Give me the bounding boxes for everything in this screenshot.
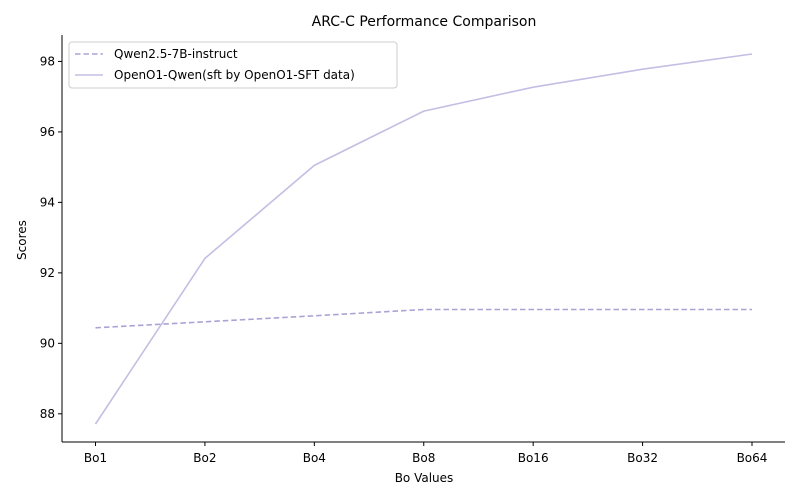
series-line-2: [96, 54, 753, 424]
y-axis-label: Scores: [15, 220, 29, 260]
legend-label: OpenO1-Qwen(sft by OpenO1-SFT data): [114, 68, 355, 82]
series-line-1: [96, 310, 753, 328]
y-tick-label: 88: [40, 407, 55, 421]
legend: Qwen2.5-7B-instruct OpenO1-Qwen(sft by Op…: [69, 42, 397, 88]
x-tick-label: Bo16: [518, 451, 549, 465]
x-tick-label: Bo8: [412, 451, 435, 465]
x-tick-label: Bo64: [737, 451, 768, 465]
x-tick-label: Bo2: [193, 451, 216, 465]
x-tick-label: Bo32: [627, 451, 658, 465]
y-tick-label: 98: [40, 54, 55, 68]
axes: 88 90 92 94 96 98 Bo1 Bo2 Bo4 Bo8 Bo16 Bo32 Bo64: [40, 35, 785, 465]
series-layer: [95, 54, 752, 424]
x-tick-label: Bo1: [84, 451, 107, 465]
x-axis-label: Bo Values: [395, 471, 454, 485]
y-tick-label: 90: [40, 336, 55, 350]
y-tick-label: 92: [40, 266, 55, 280]
legend-label: Qwen2.5-7B-instruct: [114, 47, 238, 61]
x-tick-label: Bo4: [303, 451, 326, 465]
y-tick-label: 94: [40, 195, 55, 209]
y-tick-label: 96: [40, 125, 55, 139]
chart-title: ARC-C Performance Comparison: [312, 14, 537, 30]
